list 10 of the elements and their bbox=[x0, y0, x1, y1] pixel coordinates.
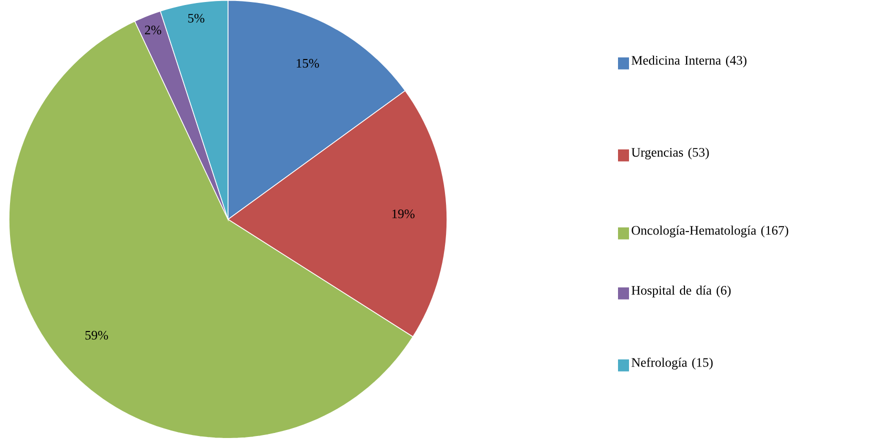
data-label: 59% bbox=[85, 330, 108, 340]
data-label: 15% bbox=[296, 58, 319, 68]
legend-label: Oncología-Hematología (167) bbox=[632, 225, 788, 238]
legend-label: Hospital de día (6) bbox=[632, 285, 731, 298]
legend-label: Nefrología (15) bbox=[632, 357, 713, 370]
data-label: 19% bbox=[392, 209, 415, 218]
legend-label: Medicina Interna (43) bbox=[632, 55, 746, 68]
data-label: 5% bbox=[188, 14, 204, 22]
legend-label: Urgencias (53) bbox=[631, 147, 709, 160]
data-label: 2% bbox=[144, 25, 162, 34]
